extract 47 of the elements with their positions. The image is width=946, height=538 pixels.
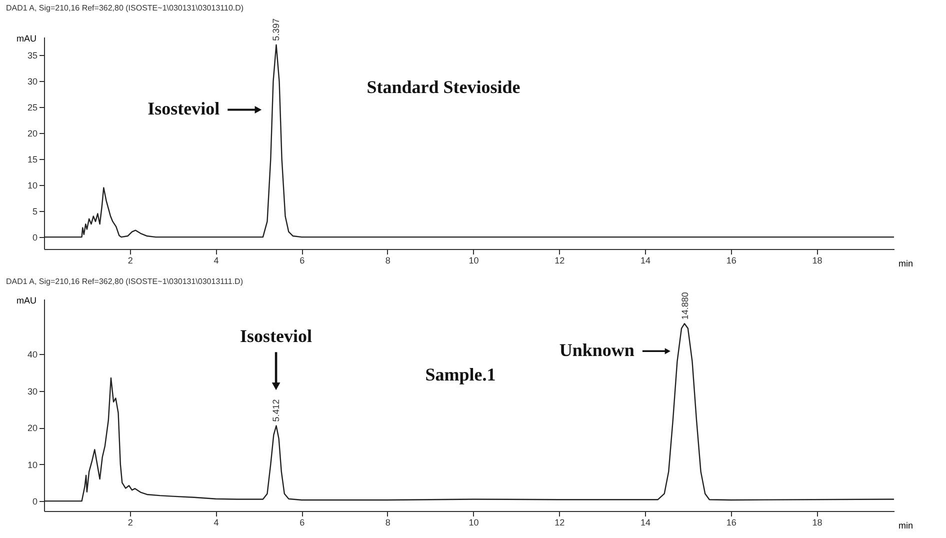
x-tick-label: 6 [300,518,305,528]
annotation: Standard Stevioside [366,76,520,97]
y-tick-label: 30 [27,386,38,396]
y-tick-label: 0 [32,232,38,243]
x-tick-label: 10 [468,256,479,266]
annotation: 5.397 [271,18,282,41]
y-tick-label: 15 [27,154,38,165]
x-tick-label: 18 [812,256,822,266]
x-tick-label: 14 [640,518,651,528]
x-tick-label: 18 [812,518,822,528]
x-axis-title: min [898,258,914,268]
x-tick-label: 16 [726,256,736,266]
x-tick-label: 16 [726,518,736,528]
x-tick-label: 12 [554,256,565,266]
x-tick-label: 2 [128,518,133,528]
annotation: 5.412 [271,399,282,422]
y-tick-label: 20 [27,423,38,434]
x-tick-label: 4 [214,518,219,528]
chart-title: DAD1 A, Sig=210,16 Ref=362,80 (ISOSTE~1\030131\03013111.D) [6,277,244,286]
x-tick-label: 8 [385,256,390,266]
annotation: Unknown [559,340,634,360]
y-axis-title: mAU [16,296,36,306]
x-tick-label: 8 [385,518,390,528]
annotation: Isosteviol [148,98,220,119]
y-tick-label: 25 [27,102,38,113]
annotation: Isosteviol [240,326,312,346]
x-axis-title: min [898,520,914,530]
y-tick-label: 10 [27,460,38,470]
y-tick-label: 40 [27,350,38,360]
x-tick-label: 2 [128,256,133,266]
annotation: Sample.1 [425,364,496,384]
x-tick-label: 14 [640,256,651,266]
annotation: 14.880 [680,292,690,320]
x-tick-label: 12 [554,518,565,528]
y-axis-title: mAU [16,34,36,44]
y-tick-label: 30 [27,76,38,87]
y-tick-label: 5 [32,206,38,217]
y-tick-label: 20 [27,128,38,139]
line-series [44,323,894,502]
y-tick-label: 10 [27,180,38,191]
chart-title: DAD1 A, Sig=210,16 Ref=362,80 (ISOSTE~1\030131\03013110.D) [6,3,244,12]
x-tick-label: 10 [468,518,479,528]
y-tick-label: 0 [32,496,38,507]
x-tick-label: 6 [300,256,305,266]
x-tick-label: 4 [214,256,219,266]
y-tick-label: 35 [27,50,38,61]
line-series [44,44,894,238]
